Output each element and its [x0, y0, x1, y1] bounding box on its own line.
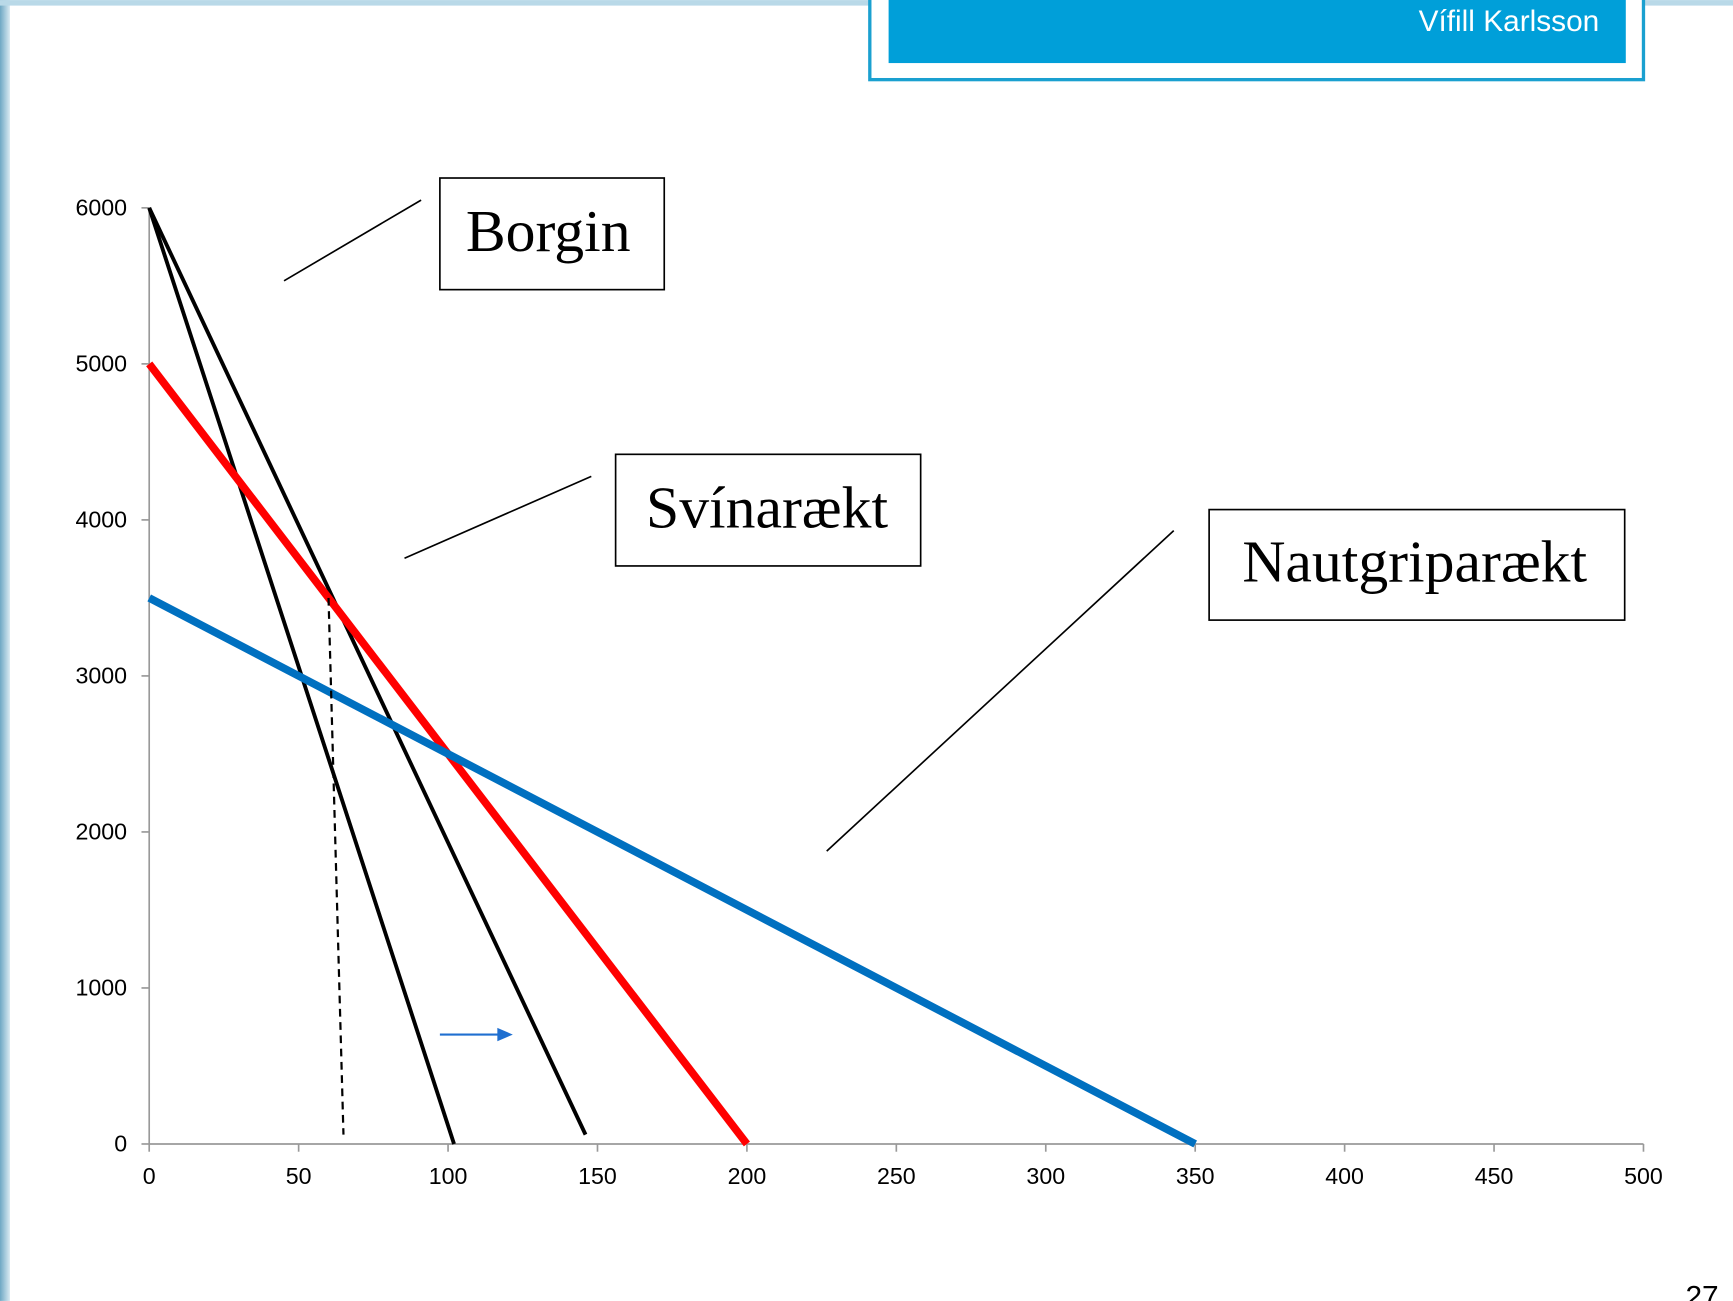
slide-top-edge	[0, 0, 1733, 6]
x-tick-label: 500	[1624, 1163, 1663, 1189]
x-tick-label: 300	[1026, 1163, 1065, 1189]
pointer-line	[404, 475, 592, 559]
series-line	[147, 207, 588, 1136]
x-tick-label: 150	[578, 1163, 617, 1189]
annotation-box	[1208, 508, 1626, 621]
y-tick-label: 4000	[76, 507, 128, 533]
header-author: Vífill Karlsson	[1419, 5, 1600, 38]
x-tick-label: 50	[286, 1163, 312, 1189]
page-number: 27	[1685, 1280, 1718, 1301]
plot: 0 1000 2000 3000 4000 5000 6000 0 50 100 150 200 250…	[76, 195, 1663, 1189]
annotation: Borgin	[466, 198, 631, 264]
x-tick-label: 0	[143, 1163, 156, 1189]
annotation-box	[439, 177, 666, 291]
x-tick-label: 450	[1475, 1163, 1514, 1189]
pointer-line	[283, 199, 422, 282]
annotation: Svínarækt	[646, 474, 888, 540]
x-tick-label: 250	[877, 1163, 916, 1189]
y-tick-label: 0	[114, 1131, 127, 1157]
y-tick-label: 2000	[76, 819, 128, 845]
x-tick-label: 200	[728, 1163, 767, 1189]
dashed-line	[327, 597, 345, 1135]
header-banner	[888, 0, 1626, 64]
series-line	[147, 594, 1197, 1148]
shift-arrowhead	[497, 1027, 513, 1042]
x-tick-label: 100	[429, 1163, 468, 1189]
slide-edge	[0, 0, 10, 1301]
x-tick-label: 400	[1325, 1163, 1364, 1189]
annotation: Nautgriparækt	[1242, 528, 1587, 594]
annotation-box	[614, 453, 922, 567]
y-tick-label: 5000	[76, 351, 128, 377]
x-tick-label: 350	[1176, 1163, 1215, 1189]
y-tick-label: 1000	[76, 975, 128, 1001]
pointer-line	[826, 529, 1175, 852]
y-tick-label: 3000	[76, 663, 128, 689]
y-tick-label: 6000	[76, 195, 128, 221]
